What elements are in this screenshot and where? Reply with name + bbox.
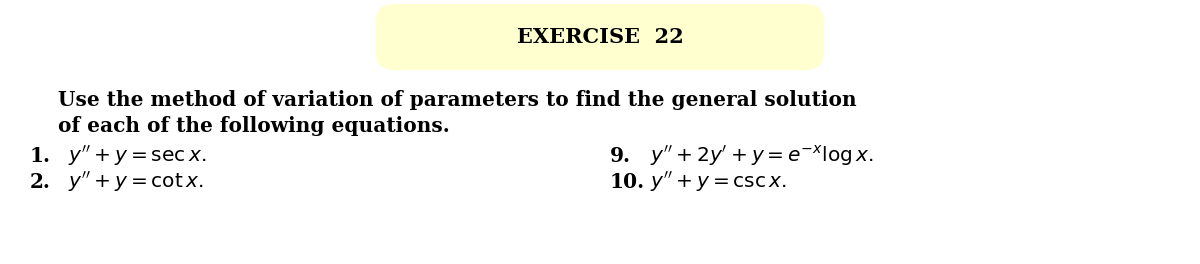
Text: 1.: 1. [30,146,50,166]
Text: EXERCISE  22: EXERCISE 22 [517,27,683,47]
Text: Use the method of variation of parameters to find the general solution: Use the method of variation of parameter… [30,90,857,110]
Text: $y'' + 2y' + y = e^{-x}\log x.$: $y'' + 2y' + y = e^{-x}\log x.$ [650,144,874,168]
Text: of each of the following equations.: of each of the following equations. [30,116,450,136]
Text: $y'' + y = \mathrm{sec}\, x.$: $y'' + y = \mathrm{sec}\, x.$ [68,144,206,168]
Text: 2.: 2. [30,172,50,192]
Text: 10.: 10. [610,172,646,192]
FancyBboxPatch shape [376,4,824,70]
Text: $y'' + y = \cot x.$: $y'' + y = \cot x.$ [68,170,204,194]
Text: 9.: 9. [610,146,631,166]
Text: $y'' + y = \mathrm{csc}\, x.$: $y'' + y = \mathrm{csc}\, x.$ [650,170,787,194]
